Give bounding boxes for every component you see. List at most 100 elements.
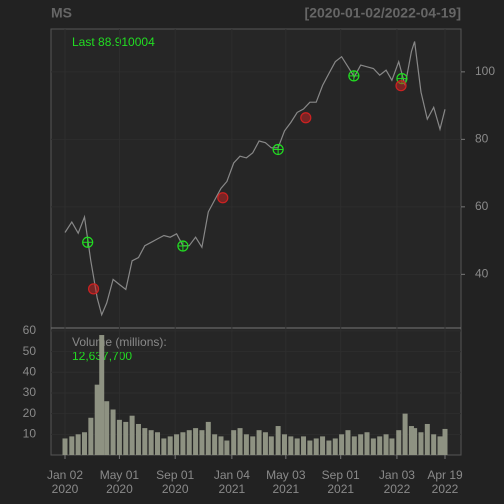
volume-bar bbox=[326, 440, 332, 455]
volume-bar bbox=[412, 428, 418, 455]
y-tick-label: 40 bbox=[475, 267, 489, 281]
volume-bar bbox=[212, 434, 218, 455]
volume-bar bbox=[345, 430, 351, 455]
volume-bar bbox=[135, 423, 141, 455]
last-label: Last 88.910004 bbox=[72, 35, 155, 49]
volume-bar bbox=[294, 438, 300, 455]
x-tick-label-line: Jan 02 bbox=[47, 468, 83, 482]
volume-bar bbox=[424, 423, 430, 455]
volume-bar bbox=[62, 438, 68, 455]
x-tick-label-line: 2020 bbox=[106, 482, 133, 496]
volume-bar bbox=[402, 413, 408, 455]
volume-bar bbox=[193, 428, 199, 455]
x-tick-label-line: Jan 04 bbox=[214, 468, 250, 482]
volume-bar bbox=[332, 438, 338, 455]
volume-bar bbox=[250, 436, 256, 455]
volume-bar bbox=[94, 384, 100, 455]
x-tick-label-line: 2020 bbox=[162, 482, 189, 496]
x-tick-label-line: Sep 01 bbox=[322, 468, 360, 482]
v-tick-label: 60 bbox=[23, 323, 37, 337]
volume-bar bbox=[180, 432, 186, 455]
volume-bar bbox=[396, 430, 402, 455]
x-tick-label-line: 2021 bbox=[219, 482, 246, 496]
x-tick-label-line: 2021 bbox=[272, 482, 299, 496]
volume-bar bbox=[320, 436, 326, 455]
volume-bar bbox=[262, 432, 268, 455]
volume-bar bbox=[199, 430, 205, 455]
x-tick-label: May 01 2020 bbox=[100, 468, 140, 496]
volume-bar bbox=[224, 440, 230, 455]
x-tick-label-line: 2021 bbox=[327, 482, 354, 496]
volume-bar bbox=[110, 409, 116, 455]
x-tick-label-line: May 03 bbox=[266, 468, 306, 482]
buy-signal bbox=[177, 240, 189, 252]
x-tick-label: Apr 19 2022 bbox=[427, 468, 463, 496]
volume-bar bbox=[75, 434, 81, 455]
v-tick-label: 50 bbox=[23, 344, 37, 358]
y-tick-label: 80 bbox=[475, 132, 489, 146]
signal-circle bbox=[300, 112, 312, 124]
volume-bar bbox=[81, 432, 87, 455]
x-tick-label: Jan 02 2020 bbox=[47, 468, 83, 496]
volume-bar bbox=[129, 415, 135, 455]
volume-bar bbox=[370, 438, 376, 455]
volume-bar bbox=[116, 419, 122, 455]
volume-bar bbox=[377, 436, 383, 455]
volume-bar bbox=[307, 440, 313, 455]
volume-bar bbox=[161, 438, 167, 455]
volume-bar bbox=[351, 436, 357, 455]
signal-circle bbox=[87, 283, 100, 295]
signal-circle bbox=[217, 192, 229, 204]
volume-bar bbox=[104, 401, 110, 455]
sell-signal bbox=[395, 80, 407, 92]
volume-bar bbox=[88, 417, 94, 455]
volume-bar bbox=[174, 434, 180, 455]
volume-bar bbox=[301, 436, 307, 455]
volume-bar bbox=[288, 436, 294, 455]
volume-bar bbox=[275, 426, 281, 455]
volume-bar bbox=[142, 428, 148, 455]
x-tick-label: May 03 2021 bbox=[266, 468, 306, 496]
volume-bar bbox=[408, 426, 414, 455]
v-tick-label: 20 bbox=[23, 406, 37, 420]
x-tick-label-line: 2022 bbox=[384, 482, 411, 496]
sell-signal bbox=[217, 192, 229, 204]
volume-bar bbox=[155, 432, 161, 455]
volume-bar bbox=[431, 434, 437, 455]
volume-bar bbox=[418, 432, 424, 455]
volume-bar bbox=[218, 436, 224, 455]
signal-circle bbox=[395, 80, 407, 92]
v-tick-label: 40 bbox=[23, 364, 37, 378]
x-tick-label-line: May 01 bbox=[100, 468, 140, 482]
v-tick-label: 30 bbox=[23, 385, 37, 399]
x-tick-label-line: Jan 03 bbox=[379, 468, 415, 482]
v-tick-label: 10 bbox=[23, 426, 37, 440]
volume-bar bbox=[205, 421, 211, 455]
y-tick-label: 60 bbox=[475, 199, 489, 213]
volume-bar bbox=[148, 430, 154, 455]
buy-signal bbox=[82, 236, 94, 248]
plot-frame bbox=[50, 28, 462, 456]
x-tick-label-line: 2022 bbox=[432, 482, 459, 496]
volume-bar bbox=[313, 438, 319, 455]
price-line bbox=[64, 41, 446, 317]
sell-signal bbox=[300, 112, 312, 124]
buy-signal bbox=[272, 143, 284, 156]
volume-bar bbox=[437, 436, 443, 455]
volume-bar bbox=[383, 434, 389, 455]
x-tick-label-line: Sep 01 bbox=[156, 468, 194, 482]
y-tick-label: 100 bbox=[475, 64, 495, 78]
date-range: [2020-01-02/2022-04-19] bbox=[305, 5, 461, 21]
volume-bar bbox=[237, 428, 243, 455]
x-tick-label-line: 2020 bbox=[52, 482, 79, 496]
volume-bar bbox=[69, 436, 75, 455]
volume-bar bbox=[99, 335, 105, 455]
volume-bar bbox=[186, 430, 192, 455]
x-tick-label: Jan 03 2022 bbox=[379, 468, 415, 496]
volume-bar bbox=[231, 430, 237, 455]
volume-bar bbox=[167, 436, 173, 455]
volume-bar bbox=[281, 434, 287, 455]
x-tick-label: Jan 04 2021 bbox=[214, 468, 250, 496]
volume-bar bbox=[358, 434, 364, 455]
